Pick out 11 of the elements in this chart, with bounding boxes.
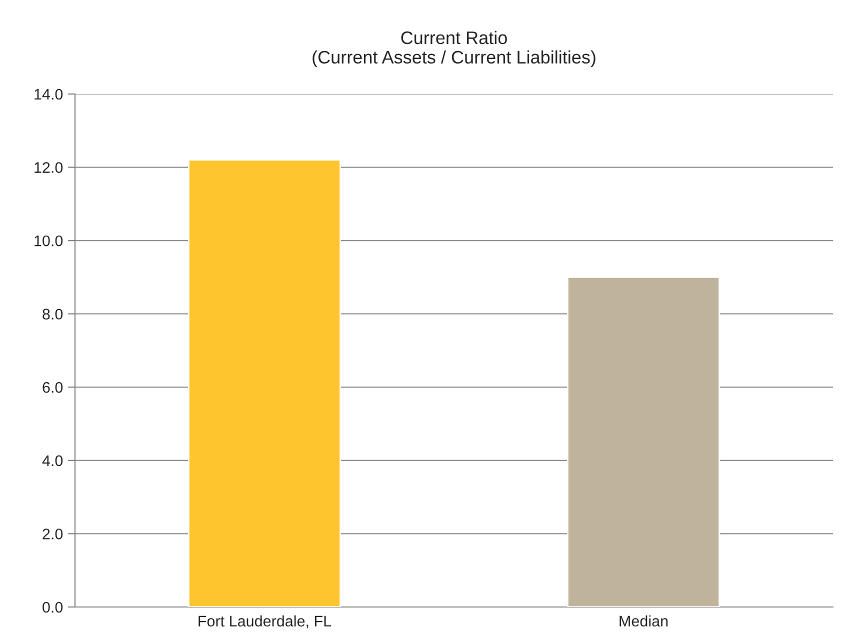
x-tick-label: Median — [620, 615, 668, 627]
x-tick-label: Fort Lauderdale, FL — [198, 615, 332, 628]
y-tick-label: 10.0 — [34, 235, 63, 246]
y-tick-label: 12.0 — [34, 162, 63, 173]
chart-title: Current Ratio (Current Assets / Current Liabilities) — [312, 30, 596, 68]
y-tick-label: 0.0 — [42, 602, 63, 613]
y-tick-label: 2.0 — [42, 528, 63, 540]
y-tick-label: 4.0 — [42, 455, 63, 466]
y-tick-label: 6.0 — [42, 382, 63, 393]
y-tick-label: 14.0 — [34, 88, 63, 100]
y-tick-label: 8.0 — [42, 308, 63, 320]
